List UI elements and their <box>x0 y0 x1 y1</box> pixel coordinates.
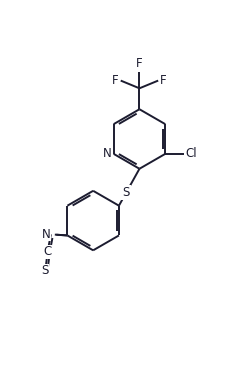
Text: F: F <box>135 57 142 70</box>
Text: S: S <box>122 186 129 199</box>
Text: F: F <box>112 74 118 87</box>
Text: F: F <box>159 74 166 87</box>
Text: N: N <box>103 147 111 160</box>
Text: Cl: Cl <box>184 147 196 160</box>
Text: C: C <box>43 246 52 258</box>
Text: S: S <box>41 264 49 277</box>
Text: N: N <box>42 228 51 241</box>
